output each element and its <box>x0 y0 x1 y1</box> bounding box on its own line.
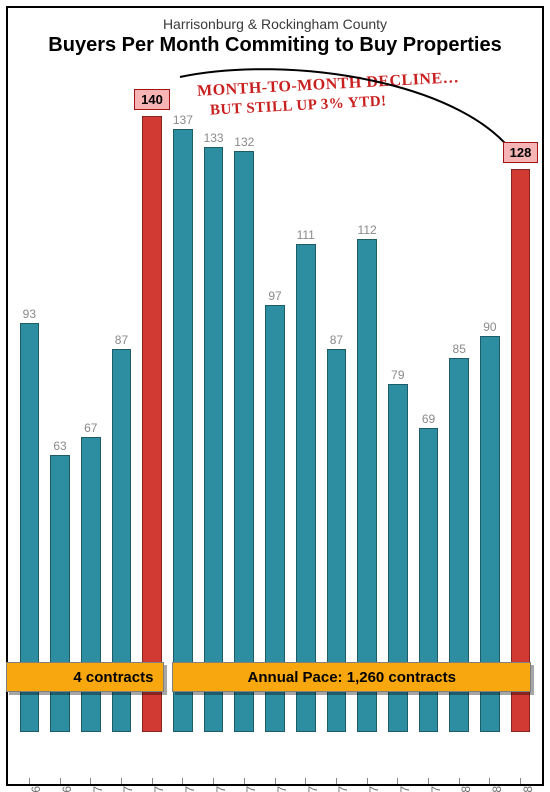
tick-mark <box>336 778 337 784</box>
bar-slot: 69 <box>413 72 444 732</box>
x-tick-label: Dec-16 <box>60 786 74 792</box>
bar-value-label: 69 <box>413 412 444 426</box>
bar-slot: 111 <box>290 72 321 732</box>
page-title: Buyers Per Month Commiting to Buy Proper… <box>0 34 550 57</box>
tick-mark <box>121 778 122 784</box>
bar <box>357 239 377 732</box>
bar-slot: 67 <box>75 72 106 732</box>
tick-mark <box>305 778 306 784</box>
bars-container: 93 63 67 87 137 133132 97 111 87 112 79 69 8590 <box>14 72 536 732</box>
bar <box>234 151 254 732</box>
tick-mark <box>182 778 183 784</box>
x-tick-label: Aug-17 <box>306 786 320 792</box>
tick-mark <box>367 778 368 784</box>
tick-mark <box>520 778 521 784</box>
bar <box>296 244 316 732</box>
bar-slot: 79 <box>382 72 413 732</box>
bar-slot: 90 <box>475 72 506 732</box>
x-tick-label: Feb-17 <box>121 786 135 792</box>
tick-mark <box>213 778 214 784</box>
bar-value-label: 79 <box>382 368 413 382</box>
bar <box>204 147 224 732</box>
x-tick-label: Oct-17 <box>367 786 381 792</box>
bar-slot <box>137 72 168 732</box>
bar-slot: 133 <box>198 72 229 732</box>
x-tick-label: May-17 <box>214 786 228 792</box>
bar-value-label: 93 <box>14 307 45 321</box>
bar-slot: 87 <box>106 72 137 732</box>
tick-mark <box>459 778 460 784</box>
x-tick-label: Nov-16 <box>29 786 43 792</box>
tick-mark <box>397 778 398 784</box>
bar-value-label: 97 <box>260 289 291 303</box>
x-axis: Nov-16Dec-16Jan-17Feb-17Mar-17Apr-17May-… <box>14 732 536 782</box>
bar-slot: 112 <box>352 72 383 732</box>
bar-value-label: 63 <box>45 439 76 453</box>
x-tick-label: Dec-17 <box>429 786 443 792</box>
bar-value-label: 90 <box>475 320 506 334</box>
bar-value-label: 132 <box>229 135 260 149</box>
bar-value-label: 137 <box>168 113 199 127</box>
subtitle: Harrisonburg & Rockingham County <box>0 16 550 32</box>
x-tick-label: Jul-17 <box>275 786 289 792</box>
contracts-box-left: 4 contracts <box>6 662 164 692</box>
bar <box>173 129 193 732</box>
x-tick-label: Apr-17 <box>183 786 197 792</box>
tick-mark <box>60 778 61 784</box>
tick-mark <box>275 778 276 784</box>
bar-slot <box>505 72 536 732</box>
bar-slot: 63 <box>45 72 76 732</box>
x-tick-label: Feb-18 <box>490 786 504 792</box>
tick-mark <box>489 778 490 784</box>
bar-value-label: 133 <box>198 131 229 145</box>
tick-mark <box>152 778 153 784</box>
tick-mark <box>29 778 30 784</box>
x-tick-label: Jan-17 <box>91 786 105 792</box>
bar-slot: 93 <box>14 72 45 732</box>
bar-value-label: 111 <box>290 228 321 242</box>
bar-value-label: 67 <box>75 421 106 435</box>
bar-value-label: 112 <box>352 223 383 237</box>
plot-area: 93636787137133132971118711279698590 140 … <box>14 72 536 732</box>
bar-slot: 87 <box>321 72 352 732</box>
bar-value-label: 87 <box>321 333 352 347</box>
highlight-label-mar17: 140 <box>134 89 170 110</box>
bar-slot: 85 <box>444 72 475 732</box>
bar <box>511 169 531 732</box>
x-tick-label: Nov-17 <box>398 786 412 792</box>
x-tick-label: Mar-17 <box>152 786 166 792</box>
tick-mark <box>428 778 429 784</box>
tick-mark <box>244 778 245 784</box>
highlight-label-mar18: 128 <box>503 142 539 163</box>
x-tick-label: Mar-18 <box>521 786 535 792</box>
tick-mark <box>90 778 91 784</box>
x-tick-label: Jun-17 <box>244 786 258 792</box>
bar-value-label: 87 <box>106 333 137 347</box>
bar-slot: 132 <box>229 72 260 732</box>
bar <box>142 116 162 732</box>
bar-slot: 137 <box>168 72 199 732</box>
chart-page: Harrisonburg & Rockingham County Buyers … <box>0 0 550 792</box>
bar-slot: 97 <box>260 72 291 732</box>
bar-value-label: 85 <box>444 342 475 356</box>
x-tick-label: Jan-18 <box>459 786 473 792</box>
x-tick-label: Sep-17 <box>336 786 350 792</box>
contracts-box-right: Annual Pace: 1,260 contracts <box>172 662 531 692</box>
